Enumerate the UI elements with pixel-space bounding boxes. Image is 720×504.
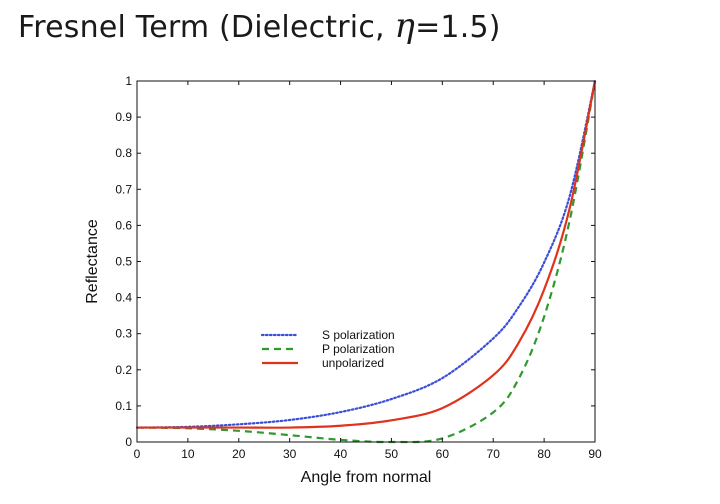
y-tick-label: 0 xyxy=(125,435,132,449)
plot-frame xyxy=(136,80,596,443)
x-tick-label: 60 xyxy=(436,447,450,461)
title-prefix: Fresnel Term (Dielectric, xyxy=(18,10,395,45)
y-tick-label: 0.8 xyxy=(115,146,132,160)
y-tick-label: 0.1 xyxy=(115,399,132,413)
y-tick-label: 0.3 xyxy=(115,327,132,341)
series-line-s-polarization xyxy=(135,79,597,429)
x-tick-label: 40 xyxy=(334,447,348,461)
x-tick-label: 80 xyxy=(537,447,551,461)
series-line-unpolarized xyxy=(137,80,597,429)
eta-symbol: η xyxy=(394,6,416,46)
y-tick-label: 0.7 xyxy=(115,182,132,196)
y-tick-label: 0.6 xyxy=(115,218,132,232)
y-tick-label: 0.2 xyxy=(115,363,132,377)
y-tick-label: 1 xyxy=(125,74,132,88)
y-tick-label: 0.9 xyxy=(115,110,132,124)
y-axis-title: Reflectance xyxy=(84,219,101,304)
series-line-p-polarization xyxy=(136,80,597,444)
x-tick-label: 20 xyxy=(232,447,246,461)
x-axis-title: Angle from normal xyxy=(301,469,432,486)
y-tick-label: 0.5 xyxy=(115,255,132,269)
x-tick-label: 50 xyxy=(385,447,399,461)
series-layer xyxy=(135,79,597,444)
legend-label: S polarization xyxy=(322,328,395,342)
title-suffix: =1.5) xyxy=(415,10,501,45)
x-tick-label: 0 xyxy=(134,447,141,461)
x-tick-label: 30 xyxy=(283,447,297,461)
y-tick-label: 0.4 xyxy=(115,291,132,305)
x-tick-label: 90 xyxy=(588,447,602,461)
slide-title: Fresnel Term (Dielectric, η=1.5) xyxy=(18,6,501,46)
x-tick-label: 10 xyxy=(181,447,195,461)
legend-label: P polarization xyxy=(322,342,395,356)
x-tick-label: 70 xyxy=(487,447,501,461)
axes-layer: 0 10 20 30 40 50 60 70 80 90 0 0.1 0.2 0.3 0.4 0.5 0.6 0.… xyxy=(115,74,602,461)
legend-label: unpolarized xyxy=(322,356,384,370)
